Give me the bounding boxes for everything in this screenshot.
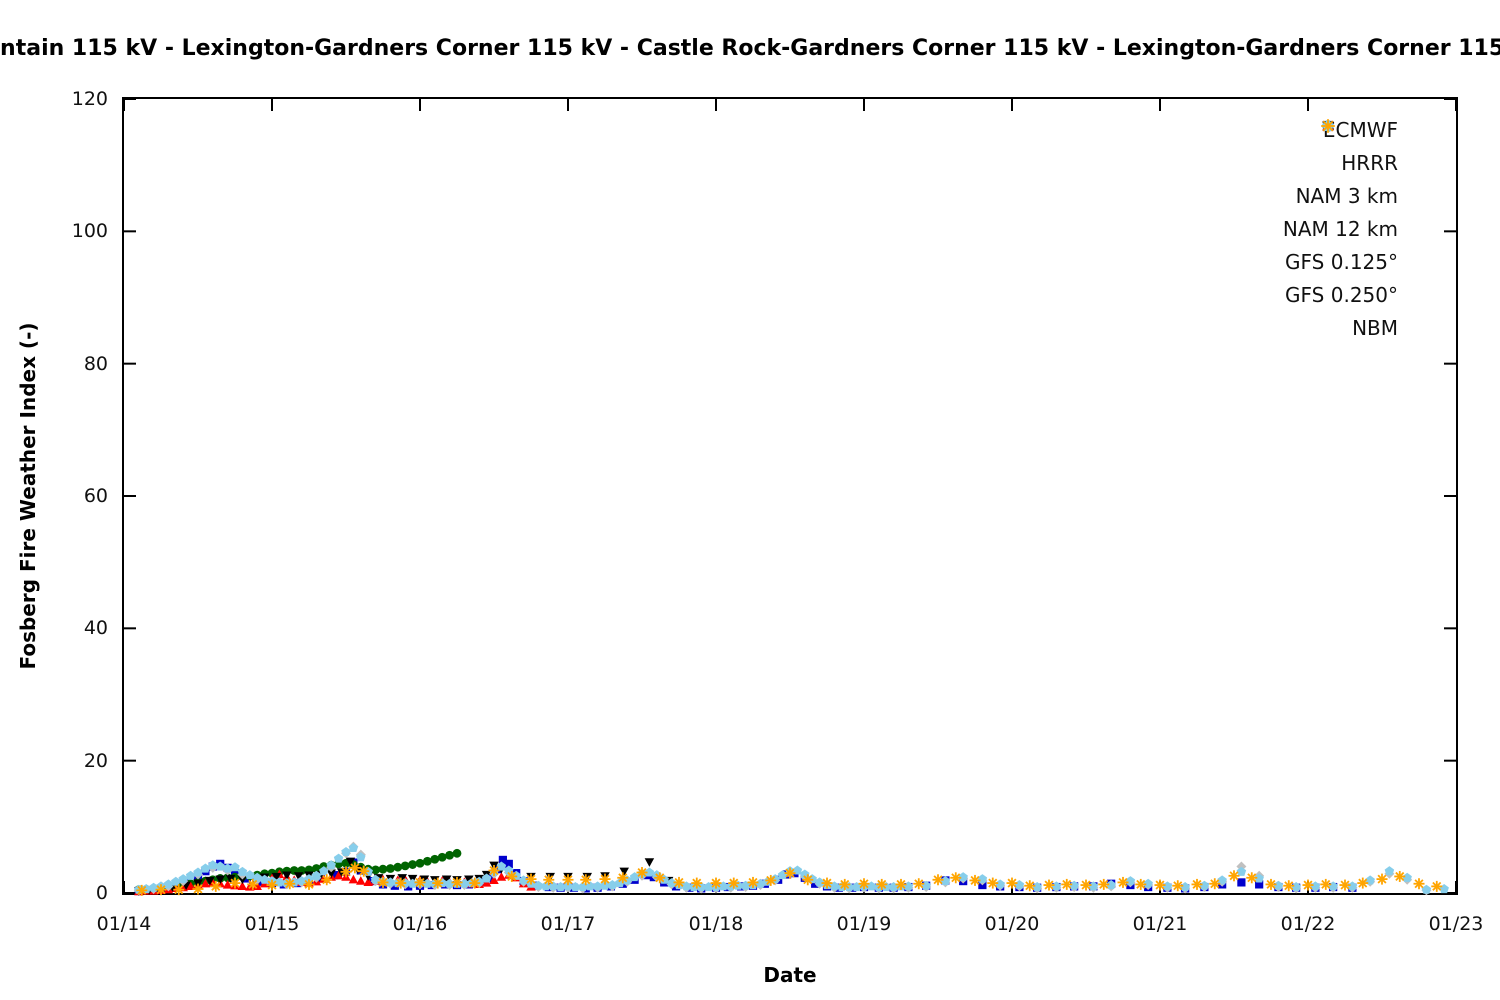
- y-tick-label: 100: [71, 220, 108, 243]
- chart-title: Mountain 115 kV - Lexington-Gardners Cor…: [0, 36, 1500, 61]
- series-nbm: [136, 862, 1443, 896]
- legend-label: GFS 0.125°: [1285, 249, 1398, 274]
- y-tick-label: 80: [83, 352, 108, 375]
- legend-label: GFS 0.250°: [1285, 282, 1398, 307]
- legend: ECMWF HRRR NAM 3 km NAM 12 km GFS 0.125° GFS …: [1283, 113, 1398, 344]
- legend-asterisk-icon: [1321, 119, 1335, 133]
- legend-item-nam-3-km: NAM 3 km: [1283, 119, 1398, 212]
- y-tick-label: 20: [83, 749, 108, 772]
- y-tick-label: 120: [71, 88, 108, 110]
- scatter-plot-canvas: [123, 98, 1457, 897]
- x-tick-label: 01/16: [392, 913, 448, 935]
- x-tick-label: 01/22: [1280, 913, 1336, 935]
- legend-item-gfs-0-125-: GFS 0.125°: [1283, 119, 1398, 278]
- series-gfs-0-250-: [134, 843, 1449, 894]
- x-tick-label: 01/14: [96, 913, 152, 935]
- x-tick-label: 01/15: [244, 913, 300, 935]
- x-axis-label: Date: [763, 963, 817, 987]
- legend-item-hrrr: HRRR: [1283, 120, 1398, 179]
- y-tick-label: 40: [83, 617, 108, 640]
- legend-label: NAM 3 km: [1295, 183, 1398, 208]
- legend-label: HRRR: [1341, 150, 1398, 175]
- x-tick-label: 01/23: [1428, 913, 1484, 935]
- legend-item-nam-12-km: NAM 12 km: [1282, 121, 1398, 245]
- legend-label: ECMWF: [1322, 117, 1398, 142]
- y-tick-label: 0: [95, 882, 108, 904]
- legend-label: NBM: [1352, 315, 1398, 340]
- legend-label: NAM 12 km: [1282, 216, 1398, 241]
- y-tick-label: 60: [83, 485, 108, 507]
- x-tick-label: 01/21: [1132, 913, 1188, 935]
- legend-item-ecmwf: ECMWF: [1283, 113, 1398, 146]
- plot-area: ECMWF HRRR NAM 3 km NAM 12 km GFS 0.125° GFS …: [122, 97, 1458, 897]
- x-tick-label: 01/20: [984, 913, 1040, 935]
- legend-item-gfs-0-250-: GFS 0.250°: [1283, 119, 1398, 311]
- legend-item-nbm: NBM: [1283, 119, 1398, 344]
- x-tick-label: 01/19: [836, 913, 892, 935]
- x-tick-label: 01/17: [540, 913, 596, 935]
- x-tick-label: 01/18: [688, 913, 744, 935]
